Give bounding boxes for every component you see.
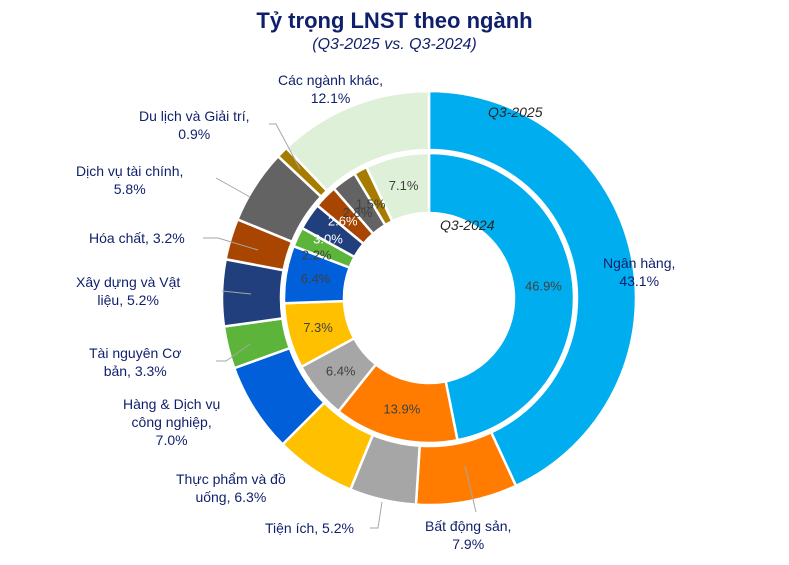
label-tien-ich: Tiện ích, 5.2% <box>265 519 354 537</box>
inner-value-label-9: 1.5% <box>356 197 386 212</box>
label-dvtc-line1: Dịch vụ tài chính, <box>76 163 184 179</box>
chart-subtitle: (Q3-2025 vs. Q3-2024) <box>312 36 477 53</box>
leader-line-dich-vu-tai-chinh <box>215 177 251 198</box>
inner-value-label-7: 2.6% <box>328 214 358 229</box>
leader-line-hoa-chat <box>203 237 259 251</box>
slice-outer-0 <box>427 89 638 488</box>
label-cac-nganh-khac: Các ngành khác, 12.1% <box>278 71 383 107</box>
label-du-lich-line2: 0.9% <box>178 126 211 142</box>
inner-value-label-10: 7.1% <box>389 178 419 193</box>
label-ngan-hang: Ngân hàng, 43.1% <box>603 254 675 290</box>
inner-value-label-8: 2.8% <box>343 205 373 220</box>
label-bat-dong-san-line1: Bất động sản, <box>425 518 512 534</box>
label-xay-dung-line1: Xây dựng và Vật <box>76 274 181 290</box>
label-thuc-pham-line1: Thực phẩm và đồ <box>176 471 286 487</box>
slice-outer-10 <box>284 89 431 193</box>
label-ngan-hang-line2: 43.1% <box>619 273 660 289</box>
label-tai-nguyen-line2: bản, 3.3% <box>103 363 167 379</box>
label-khac-line1: Các ngành khác, <box>278 72 384 88</box>
label-du-lich-line1: Du lịch và Giải trí, <box>139 108 250 124</box>
label-hang-cn-line2: công nghiệp, <box>131 414 212 430</box>
label-tai-nguyen-line1: Tài nguyên Cơ <box>89 345 182 361</box>
leader-line-du-lich <box>269 123 301 170</box>
label-thuc-pham: Thực phẩm và đồ uống, 6.3% <box>176 470 286 506</box>
label-du-lich: Du lịch và Giải trí, 0.9% <box>139 107 249 143</box>
label-hang-cn-line3: 7.0% <box>155 432 188 448</box>
label-tien-ich-line1: Tiện ích, 5.2% <box>265 520 354 536</box>
inner-ring-q3-2024 <box>282 151 576 445</box>
inner-value-label-2: 6.4% <box>326 364 356 379</box>
inner-value-label-1: 13.9% <box>383 402 420 417</box>
label-tai-nguyen: Tài nguyên Cơ bản, 3.3% <box>89 344 181 380</box>
label-hang-dich-vu-cong-nghiep: Hàng & Dịch vụ công nghiệp, 7.0% <box>123 395 220 449</box>
label-hoa-chat: Hóa chất, 3.2% <box>89 229 185 247</box>
label-ngan-hang-line1: Ngân hàng, <box>603 255 676 271</box>
inner-value-label-6: 3.0% <box>313 231 343 246</box>
label-bat-dong-san: Bất động sản, 7.9% <box>425 517 511 553</box>
leader-line-bat-dong-san <box>464 465 477 513</box>
inner-value-label-4: 6.4% <box>301 271 331 286</box>
outer-ring-label: Q3-2025 <box>488 104 543 120</box>
inner-value-label-5: 2.2% <box>302 248 332 263</box>
leader-line-tai-nguyen <box>216 343 251 362</box>
label-hang-cn-line1: Hàng & Dịch vụ <box>123 396 221 412</box>
inner-value-label-3: 7.3% <box>303 320 333 335</box>
inner-value-label-0: 46.9% <box>525 279 562 294</box>
label-thuc-pham-line2: uống, 6.3% <box>195 489 267 505</box>
inner-ring-label: Q3-2024 <box>440 217 495 233</box>
label-bat-dong-san-line2: 7.9% <box>452 536 485 552</box>
label-xay-dung-line2: liệu, 5.2% <box>97 292 159 308</box>
leader-line-xay-dung <box>221 290 252 295</box>
inner-ring-labels: 46.9% 13.9% 6.4% 7.3% 6.4% 2.2% 3.0% 2.6%2.8%1.… <box>301 178 563 417</box>
outer-ring-q3-2025 <box>220 89 638 507</box>
label-dvtc-line2: 5.8% <box>113 181 146 197</box>
leader-line-tien-ich <box>370 501 383 529</box>
slice-inner-10 <box>364 151 431 223</box>
label-khac-line2: 12.1% <box>310 90 351 106</box>
slice-inner-0 <box>427 151 576 442</box>
label-hoa-chat-line1: Hóa chất, 3.2% <box>89 230 185 246</box>
label-xay-dung: Xây dựng và Vật liệu, 5.2% <box>76 273 180 309</box>
leader-lines <box>203 123 477 529</box>
label-dich-vu-tai-chinh: Dịch vụ tài chính, 5.8% <box>76 162 183 198</box>
chart-title: Tỷ trọng LNST theo ngành <box>256 8 533 33</box>
